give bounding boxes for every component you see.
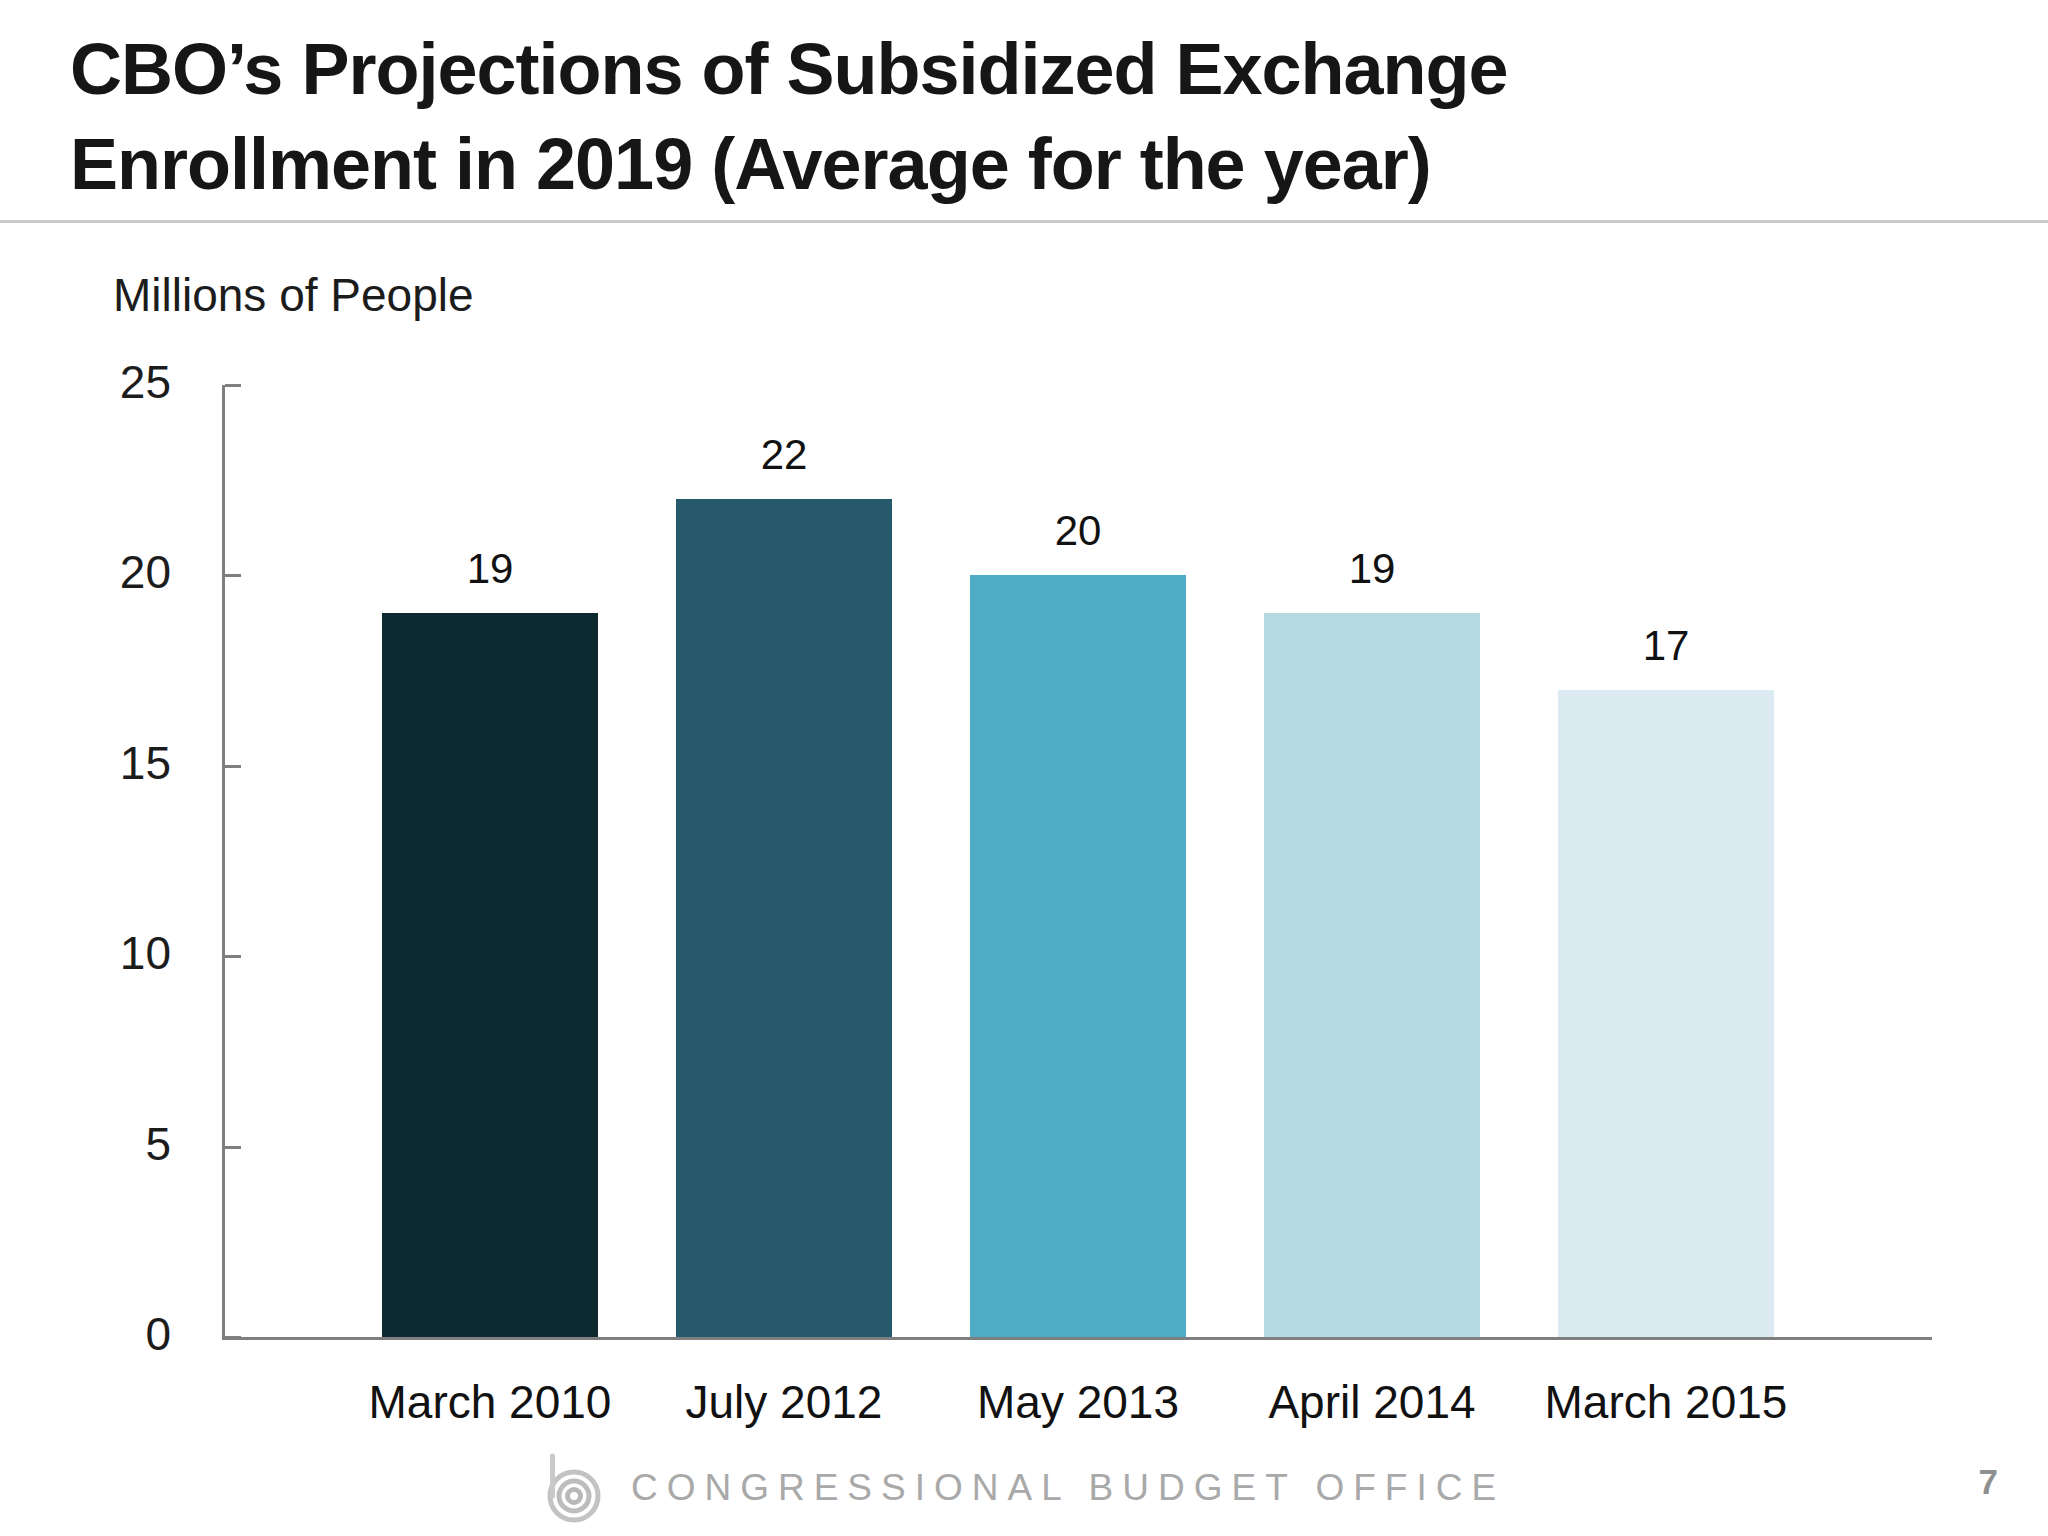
y-tick-mark	[225, 574, 241, 577]
bar-march-2010	[382, 613, 598, 1337]
bar-value-label: 20	[930, 507, 1226, 555]
y-tick-label: 5	[11, 1117, 171, 1171]
bar-value-label: 22	[636, 431, 932, 479]
x-category-label: April 2014	[1204, 1375, 1540, 1429]
y-axis-line	[222, 385, 225, 1340]
x-category-label: March 2015	[1498, 1375, 1834, 1429]
bar-march-2015	[1558, 690, 1774, 1337]
x-axis-line	[222, 1337, 1932, 1340]
y-tick-mark	[225, 955, 241, 958]
x-category-label: May 2013	[910, 1375, 1246, 1429]
y-tick-mark	[225, 384, 241, 387]
bar-value-label: 19	[1224, 545, 1520, 593]
y-tick-mark	[225, 1146, 241, 1149]
y-tick-label: 10	[11, 926, 171, 980]
y-tick-label: 15	[11, 736, 171, 790]
bar-april-2014	[1264, 613, 1480, 1337]
y-tick-label: 20	[11, 545, 171, 599]
cbo-logo-icon	[543, 1452, 605, 1524]
footer-org-name: CONGRESSIONAL BUDGET OFFICE	[631, 1467, 1505, 1509]
bar-july-2012	[676, 499, 892, 1337]
bar-value-label: 19	[342, 545, 638, 593]
page-number: 7	[1979, 1462, 1998, 1502]
footer: CONGRESSIONAL BUDGET OFFICE	[0, 1448, 2048, 1528]
bar-value-label: 17	[1518, 622, 1814, 670]
x-category-label: March 2010	[322, 1375, 658, 1429]
y-tick-mark	[225, 1336, 241, 1339]
y-tick-label: 0	[11, 1307, 171, 1361]
x-category-label: July 2012	[616, 1375, 952, 1429]
y-tick-mark	[225, 765, 241, 768]
y-tick-label: 25	[11, 355, 171, 409]
bar-chart: 0 5 10 15 20 25 19 March 2010 22 July 2012 20 May 2…	[0, 0, 2048, 1536]
bar-may-2013	[970, 575, 1186, 1337]
